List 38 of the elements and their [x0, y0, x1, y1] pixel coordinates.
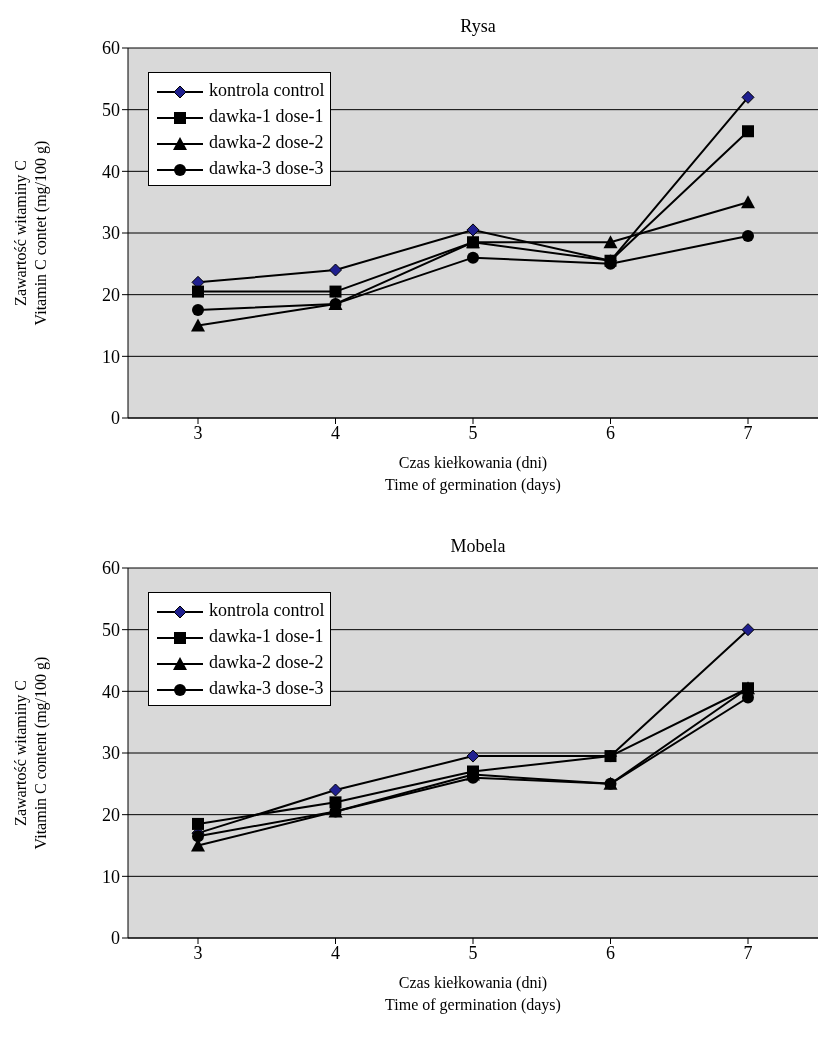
legend-label: kontrola control	[208, 79, 325, 102]
y-tick-label: 40	[102, 161, 120, 182]
legend-label: dawka-3 dose-3	[208, 157, 325, 180]
chart-title: Mobela	[450, 536, 506, 556]
legend-label: dawka-1 dose-1	[208, 105, 325, 128]
x-tick-label: 4	[331, 422, 340, 443]
chart-title: Rysa	[460, 16, 496, 36]
y-tick-label: 0	[111, 408, 120, 429]
y-tick-label: 60	[102, 558, 120, 579]
y-tick-label: 30	[102, 223, 120, 244]
x-tick-label: 5	[468, 942, 478, 963]
legend-label: kontrola control	[208, 599, 325, 622]
x-tick-label: 7	[743, 942, 753, 963]
x-tick-label: 3	[193, 942, 203, 963]
x-tick-label: 7	[743, 422, 753, 443]
x-tick-label: 3	[193, 422, 203, 443]
x-tick-label: 6	[606, 942, 615, 963]
y-tick-label: 0	[111, 928, 120, 949]
y-tick-label: 30	[102, 743, 120, 764]
y-tick-label: 20	[102, 805, 120, 826]
y-axis-title: Zawartość witaminy C Vitamin C contet (mg/100 g)	[12, 140, 50, 326]
x-tick-label: 4	[331, 942, 340, 963]
x-tick-label: 6	[606, 422, 615, 443]
legend-label: dawka-2 dose-2	[208, 131, 325, 154]
y-tick-label: 60	[102, 38, 120, 59]
y-tick-label: 50	[102, 620, 120, 641]
legend-label: dawka-1 dose-1	[208, 625, 325, 648]
y-tick-label: 50	[102, 100, 120, 121]
x-axis-title: Czas kiełkowania (dni) Time of germination (days)	[385, 974, 561, 1014]
y-axis-title: Zawartość witaminy C Vitamin C content (mg/100 g)	[12, 656, 50, 850]
legend-label: dawka-3 dose-3	[208, 677, 325, 700]
x-axis-title: Czas kiełkowania (dni) Time of germination (days)	[385, 454, 561, 494]
y-tick-label: 10	[102, 866, 120, 887]
x-tick-label: 5	[468, 422, 478, 443]
y-tick-label: 20	[102, 285, 120, 306]
legend-label: dawka-2 dose-2	[208, 651, 325, 674]
y-tick-label: 10	[102, 346, 120, 367]
y-tick-label: 40	[102, 681, 120, 702]
